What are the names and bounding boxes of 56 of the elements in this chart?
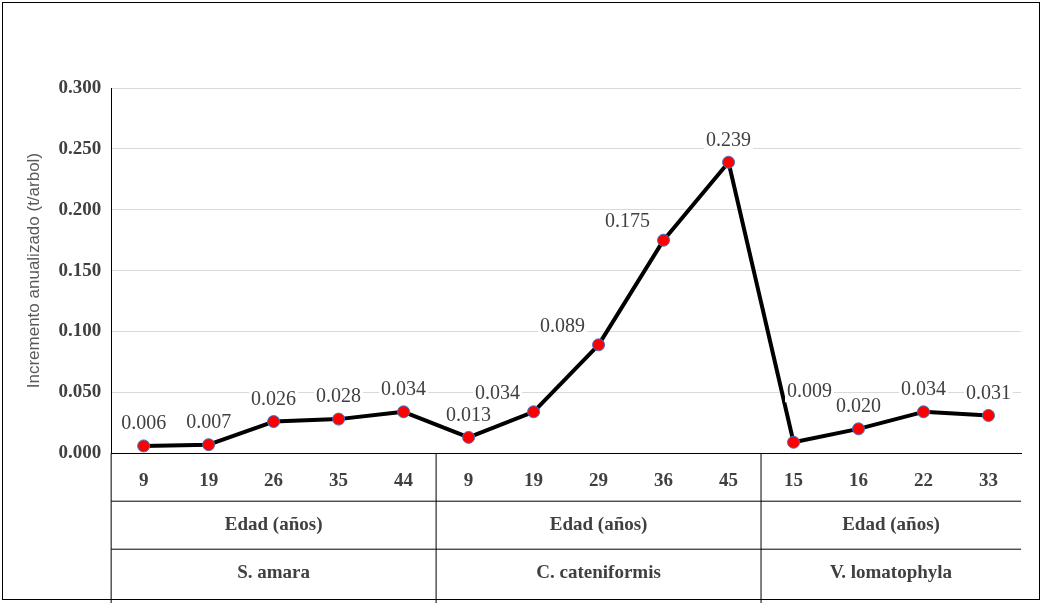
- data-label: 0.034: [475, 381, 521, 404]
- x-tick-label: 45: [719, 468, 739, 490]
- y-tick-label: 0.300: [58, 75, 102, 97]
- data-label: 0.013: [446, 402, 492, 425]
- point: [267, 415, 281, 429]
- data-label: 0.020: [836, 394, 882, 417]
- point: [787, 435, 801, 449]
- y-tick-label: 0.150: [58, 258, 102, 280]
- text: C. cateniformis: [536, 561, 661, 583]
- x-tick-label: 44: [394, 468, 414, 490]
- data-label: 0.034: [901, 377, 947, 400]
- data-label: 0.239: [706, 127, 752, 150]
- data-label: 0.026: [251, 386, 297, 409]
- data-label: 0.006: [121, 411, 167, 434]
- x-tick-label: 29: [589, 468, 609, 490]
- data-label: 0.028: [316, 384, 362, 407]
- text: Edad (años): [842, 513, 940, 536]
- y-tick-label: 0.050: [58, 380, 102, 402]
- x-tick-label: 22: [914, 468, 934, 490]
- text: Edad (años): [224, 513, 323, 536]
- y-tick-label: 0.250: [58, 136, 102, 158]
- y-tick-label: 0.000: [58, 441, 102, 463]
- x-tick-label: 35: [329, 468, 349, 490]
- data-label: 0.009: [787, 379, 833, 402]
- point: [982, 408, 996, 422]
- x-tick-label: 36: [654, 468, 674, 490]
- text: S. amara: [237, 561, 311, 583]
- x-tick-label: 19: [199, 468, 219, 490]
- x-tick-label: 9: [463, 468, 474, 490]
- point: [527, 405, 541, 419]
- point: [722, 155, 736, 169]
- x-tick-label: 26: [264, 468, 284, 490]
- point: [462, 430, 476, 444]
- text: V. lomatophyla: [829, 561, 953, 583]
- point: [397, 405, 411, 419]
- x-tick-label: 33: [979, 468, 999, 490]
- point: [137, 439, 151, 453]
- point: [332, 412, 346, 426]
- point: [917, 405, 931, 419]
- y-tick-label: 0.200: [58, 197, 102, 219]
- point: [852, 422, 866, 436]
- point: [202, 438, 216, 452]
- data-label: 0.175: [605, 209, 651, 232]
- data-label: 0.089: [540, 314, 586, 337]
- y-tick-label: 0.100: [58, 319, 102, 341]
- x-tick-label: 9: [138, 468, 149, 490]
- point: [592, 338, 606, 352]
- text: Edad (años): [549, 513, 648, 536]
- point: [657, 233, 671, 247]
- data-label: 0.031: [966, 380, 1012, 403]
- x-tick-label: 15: [784, 468, 804, 490]
- x-tick-label: 16: [849, 468, 869, 490]
- data-label: 0.007: [186, 409, 232, 432]
- y-axis-title: Incremento anualizado (t/arbol): [23, 152, 43, 389]
- data-label: 0.034: [381, 377, 427, 400]
- x-tick-label: 19: [524, 468, 544, 490]
